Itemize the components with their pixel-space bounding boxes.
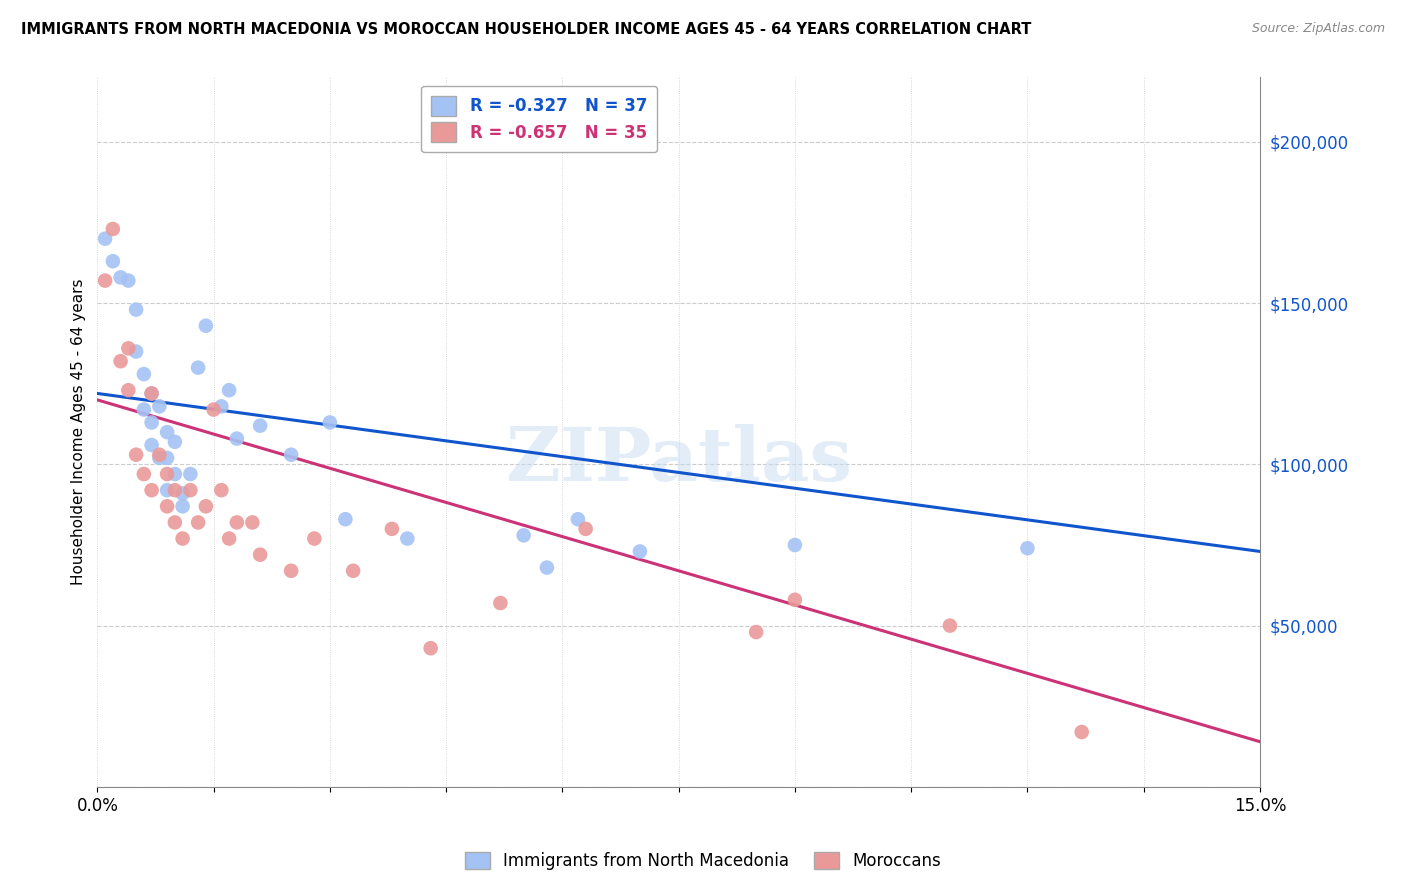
Point (319, 416, 342, 430)
Point (148, 448, 170, 462)
Point (218, 532, 240, 546)
Point (163, 434, 186, 449)
Point (280, 564, 302, 578)
Point (172, 500, 194, 514)
Point (489, 596, 512, 610)
Point (575, 522, 598, 536)
Point (117, 383, 139, 397)
Text: ZIPatlas: ZIPatlas (505, 424, 852, 497)
Legend: R = -0.327   N = 37, R = -0.657   N = 35: R = -0.327 N = 37, R = -0.657 N = 35 (422, 86, 657, 153)
Point (381, 522, 404, 536)
Point (179, 467, 201, 481)
Y-axis label: Householder Income Ages 45 - 64 years: Householder Income Ages 45 - 64 years (72, 279, 86, 585)
Point (335, 512, 357, 526)
Point (148, 400, 170, 414)
Point (342, 564, 364, 578)
Point (225, 432, 247, 446)
Point (194, 318, 217, 333)
Point (280, 448, 302, 462)
Point (419, 641, 441, 656)
Point (187, 516, 209, 530)
Point (156, 467, 179, 481)
Point (194, 500, 217, 514)
Point (117, 341, 139, 355)
Point (172, 532, 194, 546)
Point (132, 467, 155, 481)
Point (939, 618, 962, 632)
Point (512, 528, 534, 542)
Point (240, 516, 263, 530)
Point (101, 222, 124, 236)
Point (745, 625, 768, 640)
Point (187, 360, 209, 375)
Point (172, 486, 194, 500)
Point (179, 483, 201, 498)
Point (536, 560, 558, 574)
Point (125, 344, 148, 359)
Text: Source: ZipAtlas.com: Source: ZipAtlas.com (1251, 22, 1385, 36)
Point (1017, 541, 1039, 556)
Point (110, 270, 132, 285)
Point (101, 254, 124, 268)
Point (783, 538, 806, 552)
Point (94, 274, 117, 288)
Point (141, 483, 163, 498)
Point (225, 516, 247, 530)
Point (110, 354, 132, 368)
Point (156, 450, 179, 465)
Point (209, 400, 232, 414)
Point (117, 274, 139, 288)
Point (94, 232, 117, 246)
Point (783, 592, 806, 607)
Point (156, 483, 179, 498)
Point (141, 438, 163, 452)
Point (156, 425, 179, 439)
Point (125, 302, 148, 317)
Point (1070, 725, 1092, 739)
Point (567, 512, 589, 526)
Point (209, 483, 232, 498)
Point (141, 386, 163, 401)
Point (156, 500, 179, 514)
Point (202, 402, 225, 417)
Text: IMMIGRANTS FROM NORTH MACEDONIA VS MOROCCAN HOUSEHOLDER INCOME AGES 45 - 64 YEAR: IMMIGRANTS FROM NORTH MACEDONIA VS MOROC… (21, 22, 1032, 37)
Point (163, 467, 186, 481)
Point (132, 402, 155, 417)
Legend: Immigrants from North Macedonia, Moroccans: Immigrants from North Macedonia, Morocca… (458, 845, 948, 877)
Point (163, 516, 186, 530)
Point (141, 386, 163, 401)
Point (148, 450, 170, 465)
Point (125, 448, 148, 462)
Point (628, 544, 651, 558)
Point (163, 483, 186, 498)
Point (132, 367, 155, 381)
Point (249, 548, 271, 562)
Point (304, 532, 326, 546)
Point (218, 383, 240, 397)
Point (396, 532, 419, 546)
Point (141, 416, 163, 430)
Point (249, 418, 271, 433)
